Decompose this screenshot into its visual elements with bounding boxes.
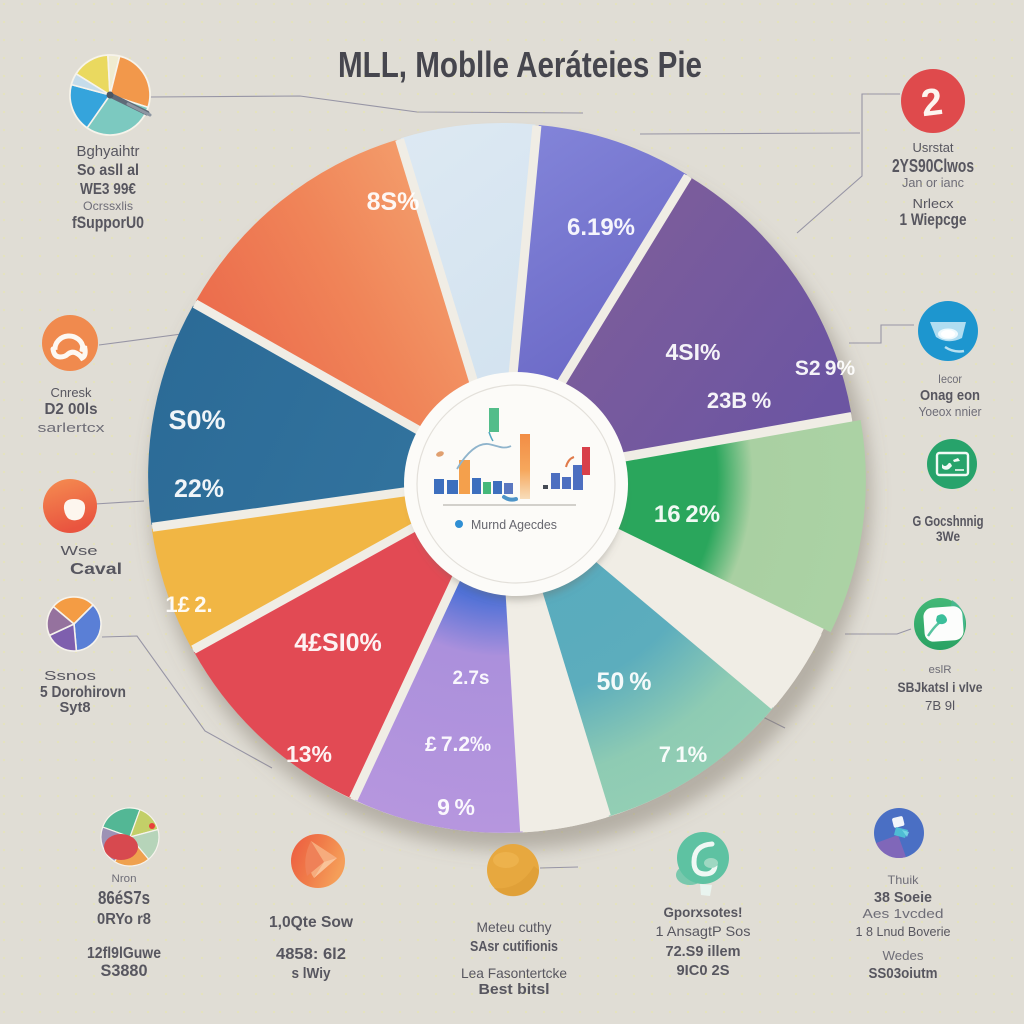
svg-text:16 2%: 16 2%	[654, 501, 720, 528]
svg-text:Thuik: Thuik	[888, 873, 920, 887]
svg-text:72.S9 illem: 72.S9 illem	[666, 943, 741, 960]
svg-text:9IC0 2S: 9IC0 2S	[677, 962, 730, 979]
svg-text:Nrlecx: Nrlecx	[913, 196, 955, 211]
svg-text:9 %: 9 %	[437, 794, 475, 820]
svg-text:3We: 3We	[936, 528, 960, 544]
svg-text:1£ 2.: 1£ 2.	[165, 592, 212, 617]
svg-text:1,0Qte Sow: 1,0Qte Sow	[269, 914, 354, 931]
svg-text:1 AnsagtP Sos: 1 AnsagtP Sos	[656, 923, 751, 939]
svg-text:SBJkatsl i vlve: SBJkatsl i vlve	[898, 679, 983, 695]
svg-text:D2 00ls: D2 00ls	[45, 401, 98, 418]
svg-text:Syt8: Syt8	[60, 699, 91, 716]
svg-text:2.7s: 2.7s	[453, 668, 490, 689]
svg-text:WE3 99€: WE3 99€	[80, 181, 136, 198]
svg-text:SS03oiutm: SS03oiutm	[869, 965, 938, 982]
svg-text:Best bitsl: Best bitsl	[479, 981, 550, 998]
svg-text:S2 9%: S2 9%	[795, 357, 856, 380]
svg-text:23B %: 23B %	[707, 388, 771, 413]
svg-text:38 Soeie: 38 Soeie	[874, 889, 932, 906]
svg-text:So asll al: So asll al	[77, 162, 139, 179]
svg-text:eslR: eslR	[929, 664, 952, 676]
svg-text:8S%: 8S%	[367, 188, 420, 216]
svg-text:86éS7s: 86éS7s	[98, 888, 150, 908]
svg-text:s lWiy: s lWiy	[292, 965, 332, 982]
svg-text:sarlertcx: sarlertcx	[38, 420, 106, 435]
svg-text:12fl9lGuwe: 12fl9lGuwe	[87, 945, 161, 962]
svg-text:Usrstat: Usrstat	[913, 140, 954, 155]
svg-text:4£SI0%: 4£SI0%	[294, 629, 382, 657]
svg-text:Onag eon: Onag eon	[920, 387, 980, 404]
svg-text:£ 7.2‰: £ 7.2‰	[425, 733, 491, 756]
svg-text:7 1%: 7 1%	[659, 742, 707, 767]
svg-text:2: 2	[919, 81, 945, 125]
svg-text:4SI%: 4SI%	[666, 339, 721, 365]
svg-text:Caval: Caval	[70, 561, 122, 578]
svg-text:1 Wiepcge: 1 Wiepcge	[900, 210, 967, 229]
svg-text:13%: 13%	[286, 741, 332, 767]
svg-text:Ssnos: Ssnos	[44, 668, 97, 683]
svg-text:S0%: S0%	[168, 405, 225, 435]
svg-text:1 8 Lnud Boverie: 1 8 Lnud Boverie	[856, 924, 951, 939]
svg-text:Gporxsotes!: Gporxsotes!	[664, 904, 743, 920]
svg-text:Iecor: Iecor	[938, 372, 962, 386]
svg-text:SAsr cutifionis: SAsr cutifionis	[470, 938, 558, 955]
svg-text:Ocrssxlis: Ocrssxlis	[83, 199, 133, 213]
svg-text:fSupporU0: fSupporU0	[72, 213, 144, 232]
svg-text:Yoeox nnier: Yoeox nnier	[919, 404, 983, 419]
svg-text:0RYo r8: 0RYo r8	[97, 911, 151, 928]
svg-text:Nron: Nron	[112, 873, 137, 885]
svg-text:22%: 22%	[174, 475, 224, 503]
svg-text:4858: 6l2: 4858: 6l2	[276, 946, 346, 963]
svg-text:Wse: Wse	[61, 543, 98, 558]
svg-text:MLL, Moblle Aeráteies Pie: MLL, Moblle Aeráteies Pie	[338, 44, 702, 85]
svg-text:Jan or ianc: Jan or ianc	[902, 175, 964, 190]
svg-text:50 %: 50 %	[596, 668, 651, 696]
svg-text:Wedes: Wedes	[883, 948, 925, 963]
svg-text:G Gocshnnig: G Gocshnnig	[913, 513, 984, 530]
svg-text:S3880: S3880	[101, 961, 148, 980]
svg-text:Murnd Agecdes: Murnd Agecdes	[471, 517, 557, 532]
svg-text:5 Dorohirovn: 5 Dorohirovn	[40, 684, 126, 701]
svg-text:Aes 1vcded: Aes 1vcded	[863, 906, 944, 921]
svg-text:Meteu cuthy: Meteu cuthy	[477, 919, 552, 935]
svg-text:6.19%: 6.19%	[567, 214, 635, 241]
svg-text:Lea Fasontertcke: Lea Fasontertcke	[461, 965, 567, 981]
svg-text:Bghyaihtr: Bghyaihtr	[77, 143, 140, 160]
svg-text:Cnresk: Cnresk	[51, 385, 92, 400]
svg-text:7B 9l: 7B 9l	[925, 698, 955, 713]
svg-text:2YS90Clwos: 2YS90Clwos	[892, 156, 974, 176]
